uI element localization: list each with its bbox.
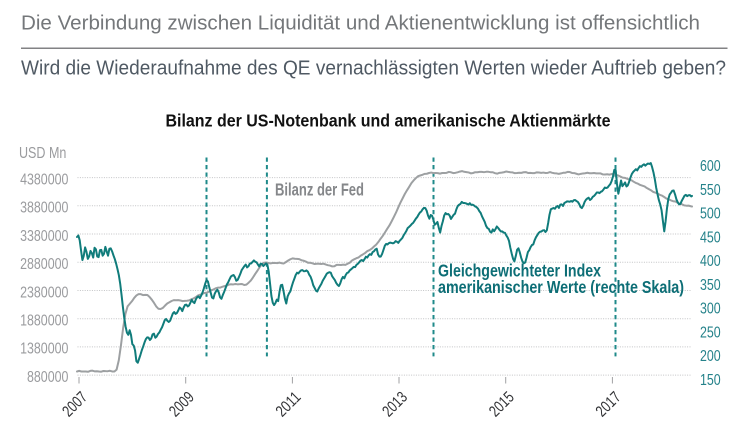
svg-text:200: 200 (700, 348, 721, 365)
svg-text:300: 300 (700, 301, 721, 318)
svg-text:amerikanischer Werte (rechte S: amerikanischer Werte (rechte Skala) (438, 277, 684, 297)
svg-text:2880000: 2880000 (20, 256, 68, 273)
svg-text:880000: 880000 (27, 369, 68, 386)
svg-text:250: 250 (700, 324, 721, 341)
svg-text:Wird die Wiederaufnahme des QE: Wird die Wiederaufnahme des QE vernachlä… (21, 57, 726, 79)
svg-text:3380000: 3380000 (20, 228, 68, 245)
svg-text:Die Verbindung zwischen Liquid: Die Verbindung zwischen Liquidität und A… (21, 13, 700, 35)
svg-text:2380000: 2380000 (20, 284, 68, 301)
svg-text:400: 400 (700, 253, 721, 270)
svg-text:350: 350 (700, 277, 721, 294)
svg-text:1880000: 1880000 (20, 313, 68, 330)
svg-text:Bilanz der US-Notenbank und am: Bilanz der US-Notenbank und amerikanisch… (166, 110, 611, 130)
svg-text:4380000: 4380000 (20, 171, 68, 188)
svg-text:600: 600 (700, 158, 721, 175)
svg-text:Bilanz der Fed: Bilanz der Fed (275, 180, 364, 200)
svg-text:Gleichgewichteter Index: Gleichgewichteter Index (438, 260, 601, 280)
svg-text:1380000: 1380000 (20, 341, 68, 358)
svg-text:500: 500 (700, 206, 721, 223)
svg-text:3880000: 3880000 (20, 200, 68, 217)
svg-text:450: 450 (700, 229, 721, 246)
svg-text:550: 550 (700, 182, 721, 199)
svg-text:USD Mn: USD Mn (19, 145, 66, 162)
svg-text:150: 150 (700, 372, 721, 389)
